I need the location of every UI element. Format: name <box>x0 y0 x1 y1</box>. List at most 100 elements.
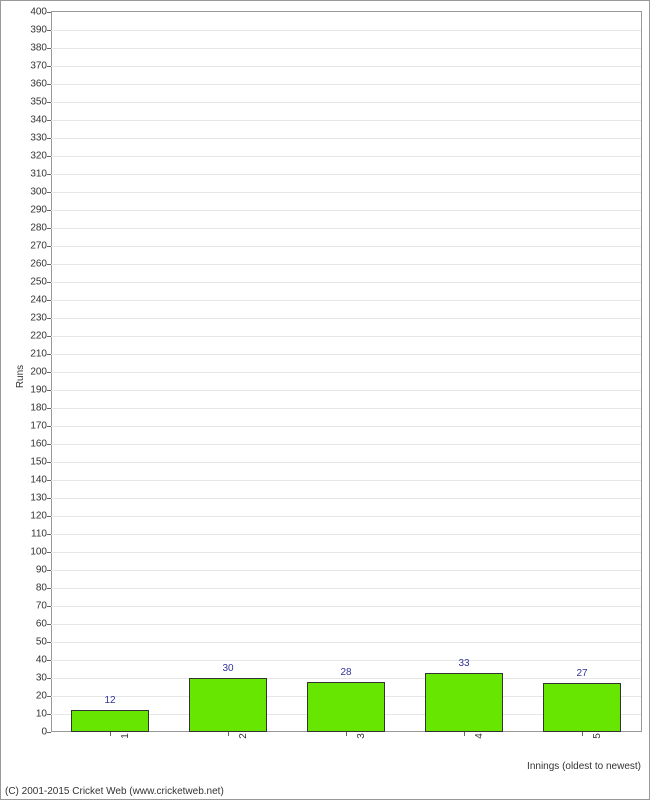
y-tick-label: 100 <box>30 547 47 558</box>
grid-line <box>51 174 641 175</box>
y-tick-label: 140 <box>30 475 47 486</box>
y-tick-mark <box>47 318 51 319</box>
y-tick-mark <box>47 210 51 211</box>
y-tick-mark <box>47 462 51 463</box>
grid-line <box>51 66 641 67</box>
y-tick-mark <box>47 48 51 49</box>
grid-line <box>51 462 641 463</box>
copyright-text: (C) 2001-2015 Cricket Web (www.cricketwe… <box>5 786 224 797</box>
y-tick-label: 120 <box>30 511 47 522</box>
y-tick-mark <box>47 372 51 373</box>
plot-area: 0102030405060708090100110120130140150160… <box>51 11 642 732</box>
bar-value-label: 12 <box>104 695 115 706</box>
y-tick-label: 230 <box>30 313 47 324</box>
grid-line <box>51 102 641 103</box>
y-tick-mark <box>47 282 51 283</box>
y-tick-mark <box>47 552 51 553</box>
grid-line <box>51 606 641 607</box>
y-tick-label: 270 <box>30 241 47 252</box>
y-tick-label: 30 <box>36 673 47 684</box>
y-tick-label: 330 <box>30 133 47 144</box>
grid-line <box>51 642 641 643</box>
y-tick-label: 180 <box>30 403 47 414</box>
grid-line <box>51 30 641 31</box>
grid-line <box>51 246 641 247</box>
y-tick-mark <box>47 732 51 733</box>
y-tick-mark <box>47 102 51 103</box>
bar-value-label: 30 <box>222 663 233 674</box>
y-tick-mark <box>47 498 51 499</box>
grid-line <box>51 372 641 373</box>
y-tick-label: 320 <box>30 151 47 162</box>
y-tick-mark <box>47 678 51 679</box>
grid-line <box>51 480 641 481</box>
chart-container: 0102030405060708090100110120130140150160… <box>0 0 650 800</box>
y-tick-label: 50 <box>36 637 47 648</box>
grid-line <box>51 228 641 229</box>
y-tick-mark <box>47 606 51 607</box>
bar-value-label: 33 <box>458 658 469 669</box>
y-tick-label: 20 <box>36 691 47 702</box>
y-tick-label: 150 <box>30 457 47 468</box>
grid-line <box>51 138 641 139</box>
y-tick-label: 290 <box>30 205 47 216</box>
y-tick-mark <box>47 174 51 175</box>
grid-line <box>51 354 641 355</box>
x-tick-label: 2 <box>228 733 249 739</box>
grid-line <box>51 264 641 265</box>
y-tick-label: 60 <box>36 619 47 630</box>
y-tick-mark <box>47 336 51 337</box>
y-tick-mark <box>47 264 51 265</box>
x-axis-title: Innings (oldest to newest) <box>527 761 641 772</box>
y-tick-mark <box>47 246 51 247</box>
y-tick-label: 110 <box>31 529 47 540</box>
grid-line <box>51 156 641 157</box>
y-tick-mark <box>47 84 51 85</box>
y-tick-mark <box>47 12 51 13</box>
grid-line <box>51 336 641 337</box>
x-tick-label: 1 <box>110 733 131 739</box>
y-tick-mark <box>47 300 51 301</box>
y-tick-mark <box>47 390 51 391</box>
y-tick-label: 130 <box>30 493 47 504</box>
grid-line <box>51 84 641 85</box>
y-tick-label: 220 <box>30 331 47 342</box>
y-tick-mark <box>47 624 51 625</box>
grid-line <box>51 444 641 445</box>
y-tick-label: 210 <box>30 349 47 360</box>
bar <box>307 682 385 732</box>
y-tick-mark <box>47 426 51 427</box>
y-tick-label: 10 <box>36 709 47 720</box>
y-tick-mark <box>47 408 51 409</box>
bar-value-label: 27 <box>576 668 587 679</box>
grid-line <box>51 192 641 193</box>
y-tick-mark <box>47 66 51 67</box>
grid-line <box>51 318 641 319</box>
y-tick-mark <box>47 570 51 571</box>
y-tick-label: 310 <box>30 169 47 180</box>
x-tick-label: 4 <box>464 733 485 739</box>
y-tick-label: 390 <box>30 25 47 36</box>
y-tick-mark <box>47 588 51 589</box>
bar <box>71 710 149 732</box>
grid-line <box>51 282 641 283</box>
y-tick-label: 400 <box>30 7 47 18</box>
y-tick-label: 70 <box>36 601 47 612</box>
y-tick-mark <box>47 696 51 697</box>
y-tick-label: 250 <box>30 277 47 288</box>
grid-line <box>51 534 641 535</box>
x-tick-label: 3 <box>346 733 367 739</box>
grid-line <box>51 660 641 661</box>
grid-line <box>51 570 641 571</box>
grid-line <box>51 426 641 427</box>
y-tick-mark <box>47 120 51 121</box>
y-tick-mark <box>47 660 51 661</box>
y-tick-label: 40 <box>36 655 47 666</box>
y-tick-label: 240 <box>30 295 47 306</box>
y-tick-label: 280 <box>30 223 47 234</box>
bar <box>425 673 503 732</box>
grid-line <box>51 300 641 301</box>
y-tick-label: 340 <box>30 115 47 126</box>
y-tick-mark <box>47 714 51 715</box>
grid-line <box>51 552 641 553</box>
